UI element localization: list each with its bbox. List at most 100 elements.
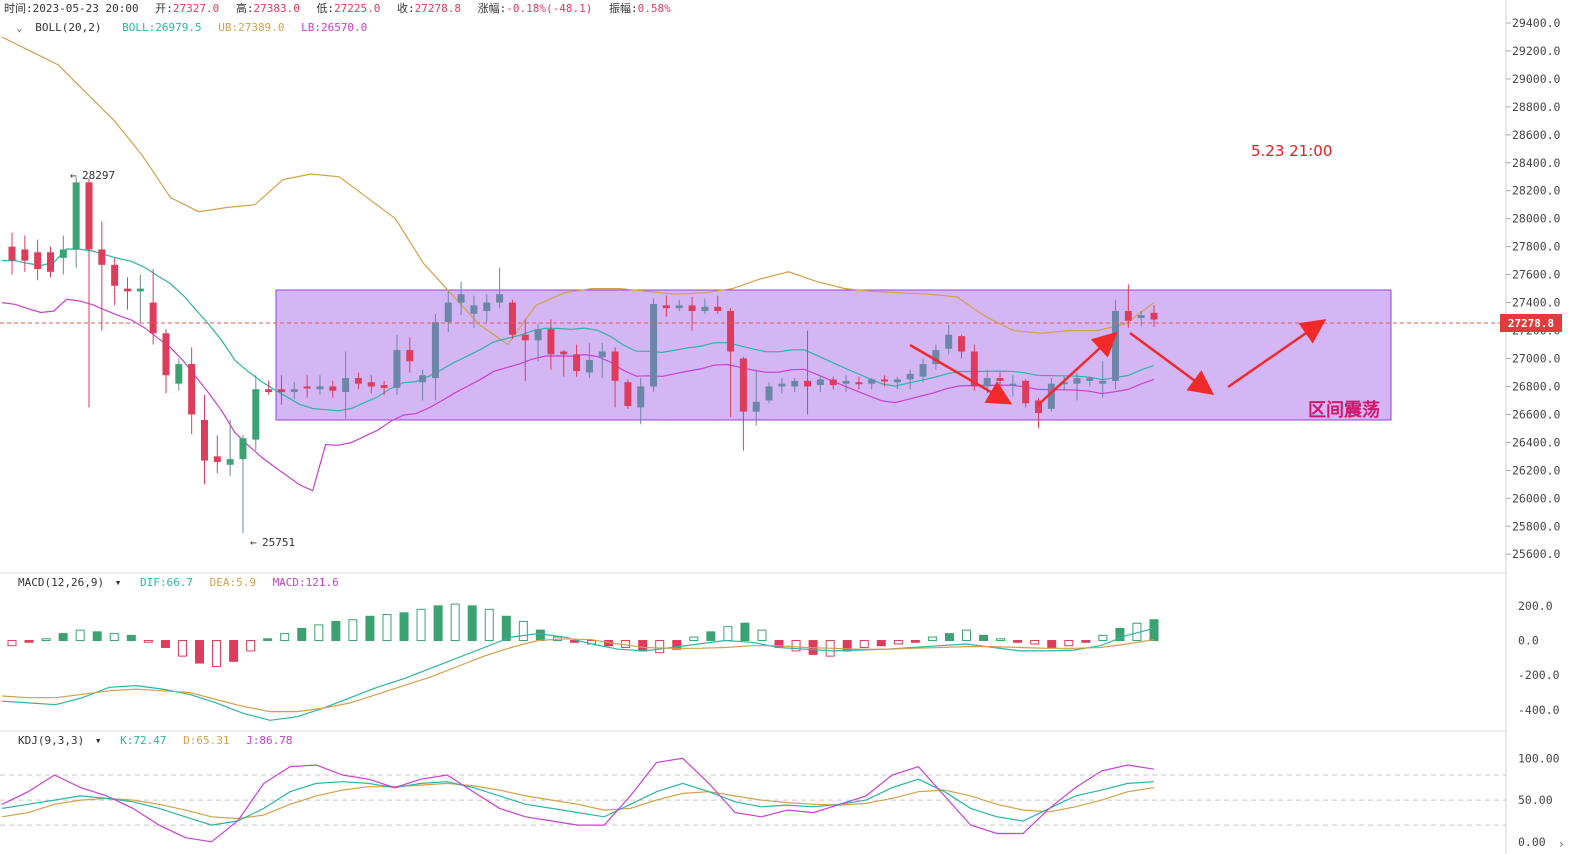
candle bbox=[842, 375, 850, 393]
candle bbox=[59, 235, 67, 275]
candle-body bbox=[970, 351, 978, 387]
price-tick-label: 25600.0 bbox=[1512, 547, 1561, 561]
macd-bar bbox=[791, 640, 801, 652]
candle-body bbox=[123, 288, 131, 292]
candle-body bbox=[521, 334, 529, 341]
macd-bar bbox=[263, 638, 273, 642]
candle bbox=[675, 299, 683, 311]
candle bbox=[662, 295, 670, 317]
candle-body bbox=[393, 350, 401, 388]
candle bbox=[1009, 375, 1017, 397]
boll-lb: LB:26570.0 bbox=[301, 21, 367, 34]
macd-bar bbox=[638, 640, 648, 652]
candle bbox=[1060, 375, 1068, 391]
price-tick-label: 27800.0 bbox=[1512, 240, 1561, 254]
candle-body bbox=[149, 302, 157, 334]
trend-arrows bbox=[909, 319, 1327, 406]
candle bbox=[752, 369, 760, 426]
scroll-right-icon[interactable]: › bbox=[1559, 837, 1564, 851]
price-tick-label: 28400.0 bbox=[1512, 156, 1561, 170]
macd-bar bbox=[893, 640, 903, 645]
macd-bar bbox=[672, 640, 682, 650]
candle-body bbox=[188, 364, 196, 415]
kdj-dropdown-icon[interactable]: ▾ bbox=[95, 734, 102, 747]
candle-body bbox=[855, 382, 863, 385]
macd-bar bbox=[126, 634, 136, 642]
low-value: 27225.0 bbox=[334, 2, 380, 15]
macd-bar bbox=[927, 636, 937, 642]
high-value: 27383.0 bbox=[253, 2, 299, 15]
candle bbox=[290, 382, 298, 400]
candle bbox=[893, 376, 901, 390]
macd-bar bbox=[1115, 627, 1125, 642]
candle bbox=[1047, 378, 1055, 412]
candle bbox=[367, 375, 375, 394]
macd-bar bbox=[416, 608, 426, 642]
candle bbox=[85, 178, 93, 408]
candle-body bbox=[265, 389, 273, 393]
candle-body bbox=[8, 246, 16, 261]
macd-bar bbox=[75, 629, 85, 642]
candle bbox=[200, 394, 208, 485]
macd-bar bbox=[160, 640, 170, 648]
candle bbox=[778, 378, 786, 394]
candle bbox=[265, 380, 273, 395]
price-tick-label: 27600.0 bbox=[1512, 268, 1561, 282]
candle bbox=[598, 343, 606, 379]
candle-body bbox=[624, 382, 632, 407]
macd-bar bbox=[757, 629, 767, 642]
high-label: 高: bbox=[236, 1, 254, 15]
candle bbox=[1099, 361, 1107, 398]
macd-bar bbox=[467, 605, 477, 642]
candle-body bbox=[34, 252, 42, 270]
candle-body bbox=[46, 252, 54, 272]
candle-body bbox=[983, 378, 991, 387]
low-arrow: ← bbox=[250, 536, 257, 549]
boll-collapse-icon[interactable]: ⌄ bbox=[16, 21, 23, 34]
macd-dropdown-icon[interactable]: ▾ bbox=[115, 576, 122, 589]
price-tick-label: 28000.0 bbox=[1512, 212, 1561, 226]
kdj-name: KDJ(9,3,3) bbox=[18, 734, 84, 747]
macd-bar bbox=[689, 636, 699, 642]
kdj-tick-label: 0.00 bbox=[1518, 835, 1546, 849]
candle-body bbox=[752, 401, 760, 412]
macd-bar bbox=[58, 633, 68, 642]
candle bbox=[46, 246, 54, 278]
boll-mid: BOLL:26979.5 bbox=[122, 21, 201, 34]
candle-body bbox=[406, 350, 414, 362]
candle bbox=[303, 375, 311, 398]
candle-body bbox=[367, 382, 375, 387]
candle bbox=[1035, 397, 1043, 429]
macd-bar bbox=[143, 640, 153, 643]
open-label: 开: bbox=[155, 2, 173, 15]
price-tick-label: 27000.0 bbox=[1512, 352, 1561, 366]
candle-body bbox=[573, 354, 581, 372]
macd-name: MACD(12,26,9) bbox=[18, 576, 104, 589]
macd-bar bbox=[24, 640, 34, 643]
candle bbox=[585, 343, 593, 379]
candlestick-series bbox=[8, 177, 1158, 534]
high-arrow: ← bbox=[70, 169, 77, 182]
price-tick-label: 28800.0 bbox=[1512, 100, 1561, 114]
kdj-tick-label: 50.00 bbox=[1518, 793, 1553, 807]
candle-body bbox=[277, 389, 285, 393]
candle-body bbox=[534, 329, 542, 341]
candle bbox=[342, 351, 350, 419]
macd-bar bbox=[194, 640, 204, 664]
candle-body bbox=[508, 302, 516, 335]
macd-bar bbox=[876, 640, 886, 647]
candle bbox=[354, 372, 362, 390]
candle-body bbox=[906, 373, 914, 380]
change-label: 涨幅: bbox=[478, 2, 507, 15]
macd-bar bbox=[314, 624, 324, 642]
low-mark-text: 25751 bbox=[262, 536, 295, 549]
macd-bar bbox=[382, 614, 392, 642]
boll-legend: ⌄ BOLL(20,2) BOLL:26979.5 UB:27389.0 LB:… bbox=[16, 21, 367, 34]
candle bbox=[1137, 310, 1145, 327]
candle-body bbox=[778, 383, 786, 387]
candle-body bbox=[637, 386, 645, 408]
macd-bar bbox=[1064, 640, 1074, 647]
macd-bar bbox=[212, 640, 222, 668]
boll-name: BOLL(20,2) bbox=[35, 21, 101, 34]
macd-bar bbox=[655, 640, 665, 654]
